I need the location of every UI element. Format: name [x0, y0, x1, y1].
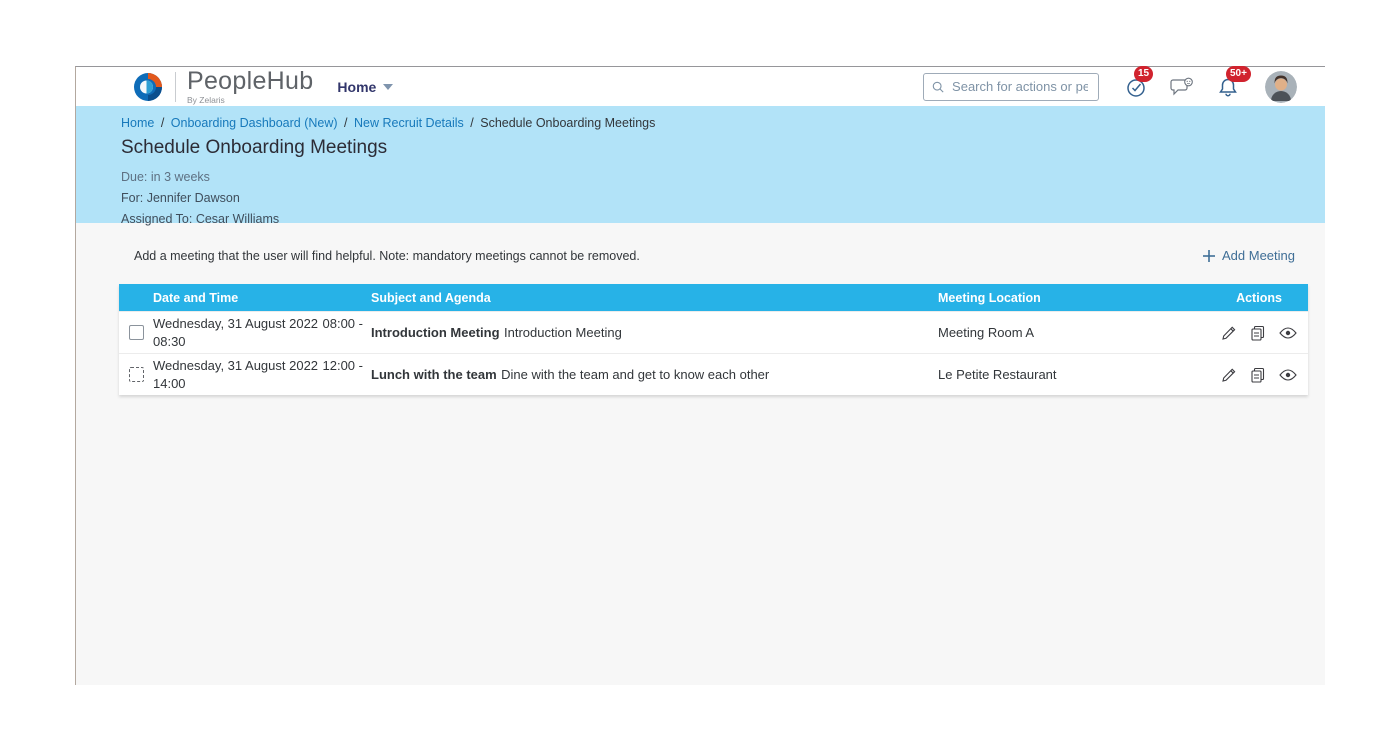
search-icon: [932, 81, 944, 93]
user-avatar[interactable]: [1265, 70, 1297, 103]
top-bar: PeopleHub By Zelaris Home 15: [76, 65, 1325, 106]
logo-divider: [175, 71, 176, 102]
row-checkbox[interactable]: [128, 367, 144, 382]
brand-subtitle: By Zelaris: [187, 94, 225, 105]
table-header-row: Date and Time Subject and Agenda Meeting…: [119, 284, 1308, 311]
date-time-cell: Wednesday, 31 August 2022 12:00 - 14:00: [153, 357, 371, 393]
todo-button[interactable]: 15: [1123, 65, 1154, 100]
meeting-agenda: Dine with the team and get to know each …: [501, 366, 770, 382]
todo-badge: 15: [1134, 65, 1154, 82]
edit-icon: [1222, 326, 1236, 340]
breadcrumb-home[interactable]: Home: [121, 116, 155, 130]
for-text: For: Jennifer Dawson: [121, 191, 240, 205]
edit-icon: [1222, 368, 1236, 382]
table-row: Wednesday, 31 August 2022 08:00 - 08:30 …: [119, 311, 1308, 353]
subject-agenda-cell: Introduction Meeting Introduction Meetin…: [371, 324, 938, 342]
eye-icon: [1279, 326, 1297, 339]
notifications-badge: 50+: [1226, 65, 1251, 82]
meeting-time: 12:00 - 14:00: [153, 357, 363, 391]
brand-name: PeopleHub: [187, 66, 314, 95]
meeting-subject: Introduction Meeting: [371, 324, 500, 340]
assigned-to-text: Assigned To: Cesar Williams: [121, 212, 280, 226]
brand: PeopleHub By Zelaris: [133, 66, 314, 105]
row-checkbox[interactable]: [128, 325, 144, 340]
subject-agenda-cell: Lunch with the team Dine with the team a…: [371, 366, 938, 384]
column-header-actions: Actions: [1236, 290, 1282, 305]
hint-text: Add a meeting that the user will find he…: [134, 248, 640, 263]
date-time-cell: Wednesday, 31 August 2022 08:00 - 08:30: [153, 315, 371, 351]
app-window: PeopleHub By Zelaris Home 15: [75, 65, 1325, 685]
meetings-table: Date and Time Subject and Agenda Meeting…: [119, 284, 1308, 395]
copy-button[interactable]: [1250, 325, 1266, 341]
table-row: Wednesday, 31 August 2022 12:00 - 14:00 …: [119, 353, 1308, 395]
meeting-subject: Lunch with the team: [371, 366, 497, 382]
meeting-location: Meeting Room A: [938, 325, 1035, 340]
add-meeting-label: Add Meeting: [1222, 248, 1295, 263]
avatar-image: [1265, 70, 1297, 103]
breadcrumb-new-recruit-details[interactable]: New Recruit Details: [354, 116, 464, 130]
peoplehub-logo-icon: [134, 72, 162, 101]
breadcrumb-current: Schedule Onboarding Meetings: [480, 116, 656, 130]
meeting-time: 08:00 - 08:30: [153, 315, 363, 349]
page-header-panel: Home / Onboarding Dashboard (New) / New …: [76, 106, 1325, 226]
view-button[interactable]: [1279, 368, 1297, 381]
notifications-button[interactable]: 50+: [1215, 65, 1251, 100]
breadcrumb-separator: /: [344, 116, 348, 130]
home-menu[interactable]: Home: [337, 78, 394, 95]
actions-cell: [1210, 325, 1308, 341]
meeting-agenda: Introduction Meeting: [504, 324, 622, 340]
meeting-date: Wednesday, 31 August 2022: [153, 315, 319, 331]
column-header-location: Meeting Location: [938, 290, 1041, 305]
home-menu-label: Home: [337, 78, 377, 95]
copy-icon: [1251, 367, 1265, 383]
copy-button[interactable]: [1250, 367, 1266, 383]
column-header-subject: Subject and Agenda: [371, 290, 491, 305]
main-content: Add a meeting that the user will find he…: [76, 223, 1325, 395]
meeting-date: Wednesday, 31 August 2022: [153, 357, 319, 373]
brand-text: PeopleHub By Zelaris: [187, 66, 314, 105]
global-search[interactable]: [923, 72, 1099, 101]
add-meeting-button[interactable]: Add Meeting: [1202, 248, 1308, 263]
breadcrumb-separator: /: [160, 116, 165, 130]
chat-icon: [1170, 77, 1193, 95]
plus-icon: [1203, 249, 1215, 262]
column-header-date: Date and Time: [153, 290, 239, 305]
breadcrumb-onboarding-dashboard[interactable]: Onboarding Dashboard (New): [170, 116, 338, 130]
edit-button[interactable]: [1221, 367, 1237, 383]
edit-button[interactable]: [1221, 325, 1237, 341]
content-header: Add a meeting that the user will find he…: [119, 248, 1308, 263]
meeting-location: Le Petite Restaurant: [938, 367, 1057, 382]
chevron-down-icon: [383, 83, 394, 90]
feedback-chat-button[interactable]: [1169, 74, 1195, 100]
breadcrumb: Home / Onboarding Dashboard (New) / New …: [121, 116, 1305, 130]
actions-cell: [1210, 367, 1308, 383]
eye-icon: [1279, 368, 1297, 381]
copy-icon: [1251, 325, 1265, 341]
due-text: Due: in 3 weeks: [121, 170, 210, 184]
page-title: Schedule Onboarding Meetings: [121, 137, 388, 158]
search-input[interactable]: [950, 78, 1090, 95]
view-button[interactable]: [1279, 326, 1297, 339]
breadcrumb-separator: /: [470, 116, 474, 130]
